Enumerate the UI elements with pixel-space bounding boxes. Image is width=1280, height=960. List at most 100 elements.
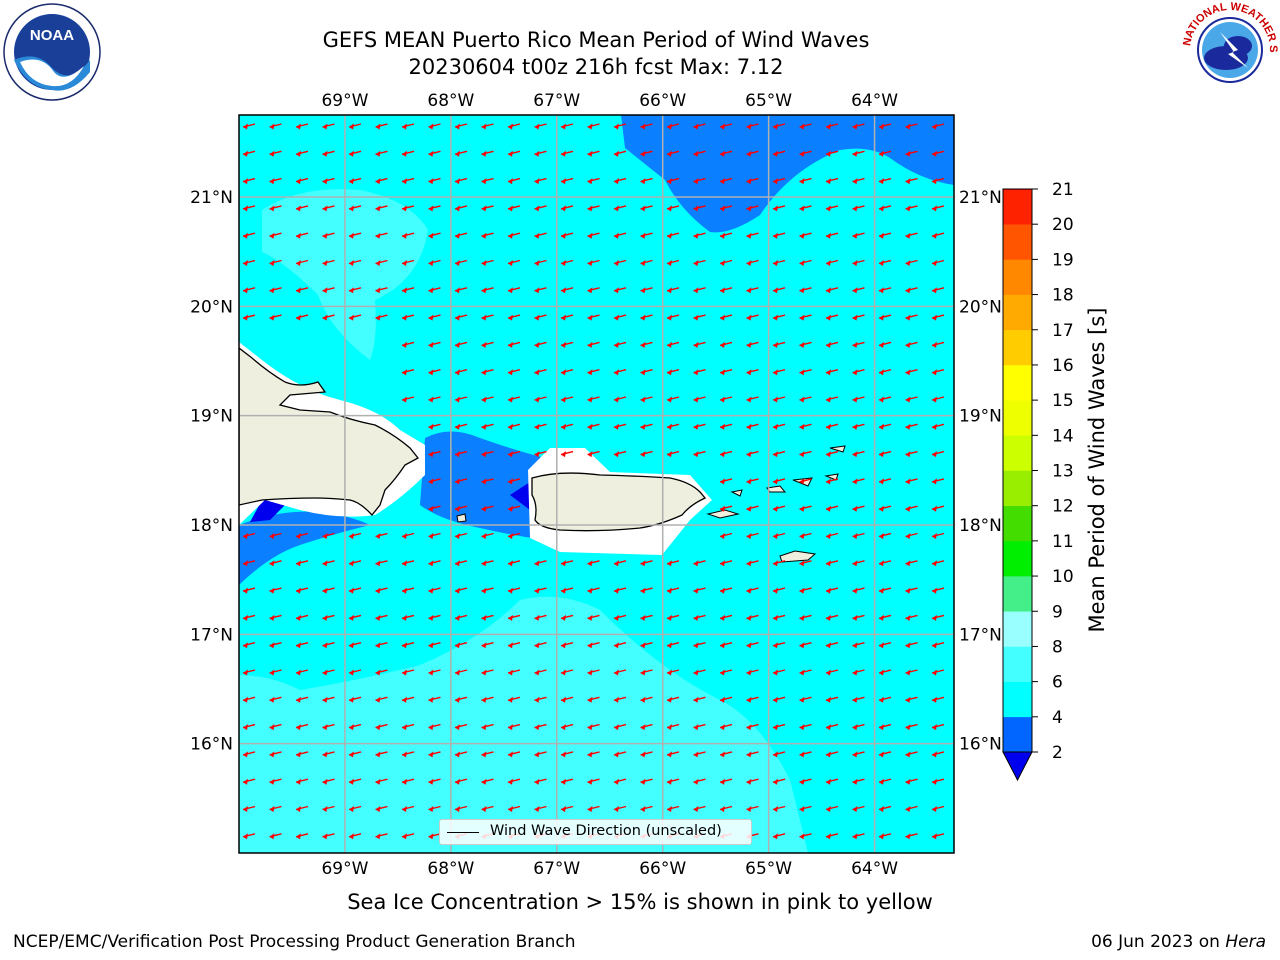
wind-wave-arrow bbox=[242, 287, 256, 294]
wind-wave-arrow bbox=[534, 123, 547, 130]
wind-wave-arrow bbox=[878, 314, 892, 321]
wind-wave-arrow bbox=[560, 614, 574, 621]
wind-wave-arrow bbox=[269, 642, 282, 649]
wind-wave-arrow bbox=[481, 778, 494, 785]
wind-wave-arrow bbox=[428, 560, 441, 567]
wind-wave-arrow bbox=[428, 123, 441, 130]
wind-wave-arrow bbox=[666, 751, 680, 758]
wind-wave-arrow bbox=[454, 423, 468, 430]
wind-wave-arrow bbox=[878, 423, 892, 430]
wind-wave-arrow bbox=[931, 478, 945, 485]
wind-wave-arrow bbox=[481, 177, 494, 185]
wind-wave-arrow bbox=[481, 150, 494, 157]
wind-wave-arrow bbox=[852, 396, 865, 403]
wind-wave-arrow bbox=[825, 450, 839, 458]
legend-line-swatch bbox=[447, 832, 479, 833]
wind-wave-arrow bbox=[666, 669, 680, 676]
wind-wave-arrow bbox=[322, 614, 335, 621]
wind-wave-arrow bbox=[905, 751, 918, 758]
latitude-tick-label: 17°N bbox=[959, 625, 1002, 645]
wind-wave-arrow bbox=[666, 205, 680, 212]
wind-wave-arrow bbox=[481, 259, 494, 266]
wind-wave-arrow bbox=[401, 532, 415, 539]
wind-wave-arrow bbox=[799, 369, 812, 376]
wind-wave-arrow bbox=[401, 805, 415, 812]
wind-wave-arrow bbox=[587, 450, 600, 458]
wind-wave-arrow bbox=[322, 696, 335, 703]
wind-wave-arrow bbox=[242, 751, 256, 758]
wind-wave-arrow bbox=[534, 341, 547, 348]
wind-wave-arrow bbox=[322, 778, 335, 785]
wind-wave-arrow bbox=[481, 587, 494, 594]
wind-wave-arrow bbox=[507, 642, 521, 649]
wind-wave-arrow bbox=[481, 614, 494, 621]
latitude-ticks-right: 21°N 20°N 19°N 18°N 17°N 16°N bbox=[959, 188, 1002, 755]
wind-wave-arrow bbox=[587, 587, 600, 594]
wind-wave-arrow bbox=[587, 396, 600, 403]
wind-wave-arrow bbox=[587, 341, 600, 348]
wind-wave-arrow bbox=[693, 696, 706, 703]
colorbar-segment bbox=[1003, 259, 1032, 295]
wind-wave-arrow bbox=[401, 669, 415, 676]
virgin-islands-landmass bbox=[706, 445, 846, 519]
wind-wave-arrow bbox=[772, 805, 786, 812]
wind-wave-arrow bbox=[693, 177, 706, 185]
latitude-tick-label: 19°N bbox=[959, 407, 1002, 427]
wind-wave-arrow bbox=[428, 614, 441, 621]
wind-wave-arrow bbox=[931, 505, 945, 512]
wind-wave-arrow bbox=[295, 177, 309, 185]
wind-wave-arrow bbox=[454, 369, 468, 376]
wind-wave-arrow bbox=[375, 259, 388, 266]
wind-wave-arrow bbox=[269, 669, 282, 676]
longitude-tick-label: 66°W bbox=[639, 859, 686, 879]
wind-wave-arrow bbox=[905, 614, 918, 621]
wind-wave-arrow bbox=[719, 723, 733, 731]
wind-wave-arrow bbox=[428, 314, 441, 321]
wind-wave-arrow bbox=[401, 205, 415, 212]
wind-wave-arrow bbox=[613, 696, 627, 703]
wind-wave-arrow bbox=[507, 532, 521, 539]
wind-wave-arrow bbox=[269, 723, 282, 731]
wind-wave-arrow bbox=[905, 450, 918, 458]
wind-wave-arrow bbox=[348, 614, 362, 621]
wind-wave-arrow bbox=[481, 696, 494, 703]
colorbar-tick-label: 16 bbox=[1052, 356, 1074, 376]
wind-wave-arrow bbox=[481, 287, 494, 294]
latitude-tick-label: 17°N bbox=[190, 625, 233, 645]
wind-wave-arrow bbox=[242, 833, 256, 840]
wind-wave-arrow bbox=[587, 369, 600, 376]
wind-wave-arrow bbox=[693, 287, 706, 294]
wind-wave-arrow bbox=[719, 287, 733, 294]
wind-wave-arrow bbox=[269, 532, 282, 539]
wind-wave-arrow bbox=[640, 232, 653, 239]
wind-wave-arrow bbox=[560, 805, 574, 812]
wind-wave-arrow bbox=[481, 669, 494, 676]
wind-wave-arrow bbox=[560, 259, 574, 266]
wind-wave-arrow bbox=[375, 751, 388, 758]
wind-wave-arrow bbox=[454, 232, 468, 239]
wind-wave-arrow bbox=[825, 560, 839, 567]
footer-date-text: 06 Jun 2023 on bbox=[1091, 932, 1220, 952]
wind-wave-arrow bbox=[348, 833, 362, 840]
wind-wave-arrow bbox=[560, 287, 574, 294]
wind-wave-arrow bbox=[507, 614, 521, 621]
wind-wave-arrow bbox=[878, 232, 892, 239]
wind-wave-arrow bbox=[375, 287, 388, 294]
colorbar-tick-label: 6 bbox=[1052, 673, 1063, 693]
wind-wave-arrow bbox=[772, 587, 786, 594]
wind-wave-arrow bbox=[507, 341, 521, 348]
wind-wave-arrow bbox=[931, 833, 945, 840]
wind-wave-arrow bbox=[375, 669, 388, 676]
wind-wave-arrow bbox=[931, 177, 945, 185]
wind-wave-arrow bbox=[348, 205, 362, 212]
wind-wave-arrow bbox=[746, 532, 759, 539]
wind-wave-arrow bbox=[825, 642, 839, 649]
wind-wave-arrow bbox=[481, 450, 494, 458]
wind-wave-arrow bbox=[534, 177, 547, 185]
wind-wave-arrow bbox=[825, 587, 839, 594]
wind-wave-arrow bbox=[375, 614, 388, 621]
wind-wave-arrow bbox=[719, 450, 733, 458]
wind-wave-arrow bbox=[560, 587, 574, 594]
wind-wave-arrow bbox=[587, 205, 600, 212]
wind-wave-arrow bbox=[772, 532, 786, 539]
